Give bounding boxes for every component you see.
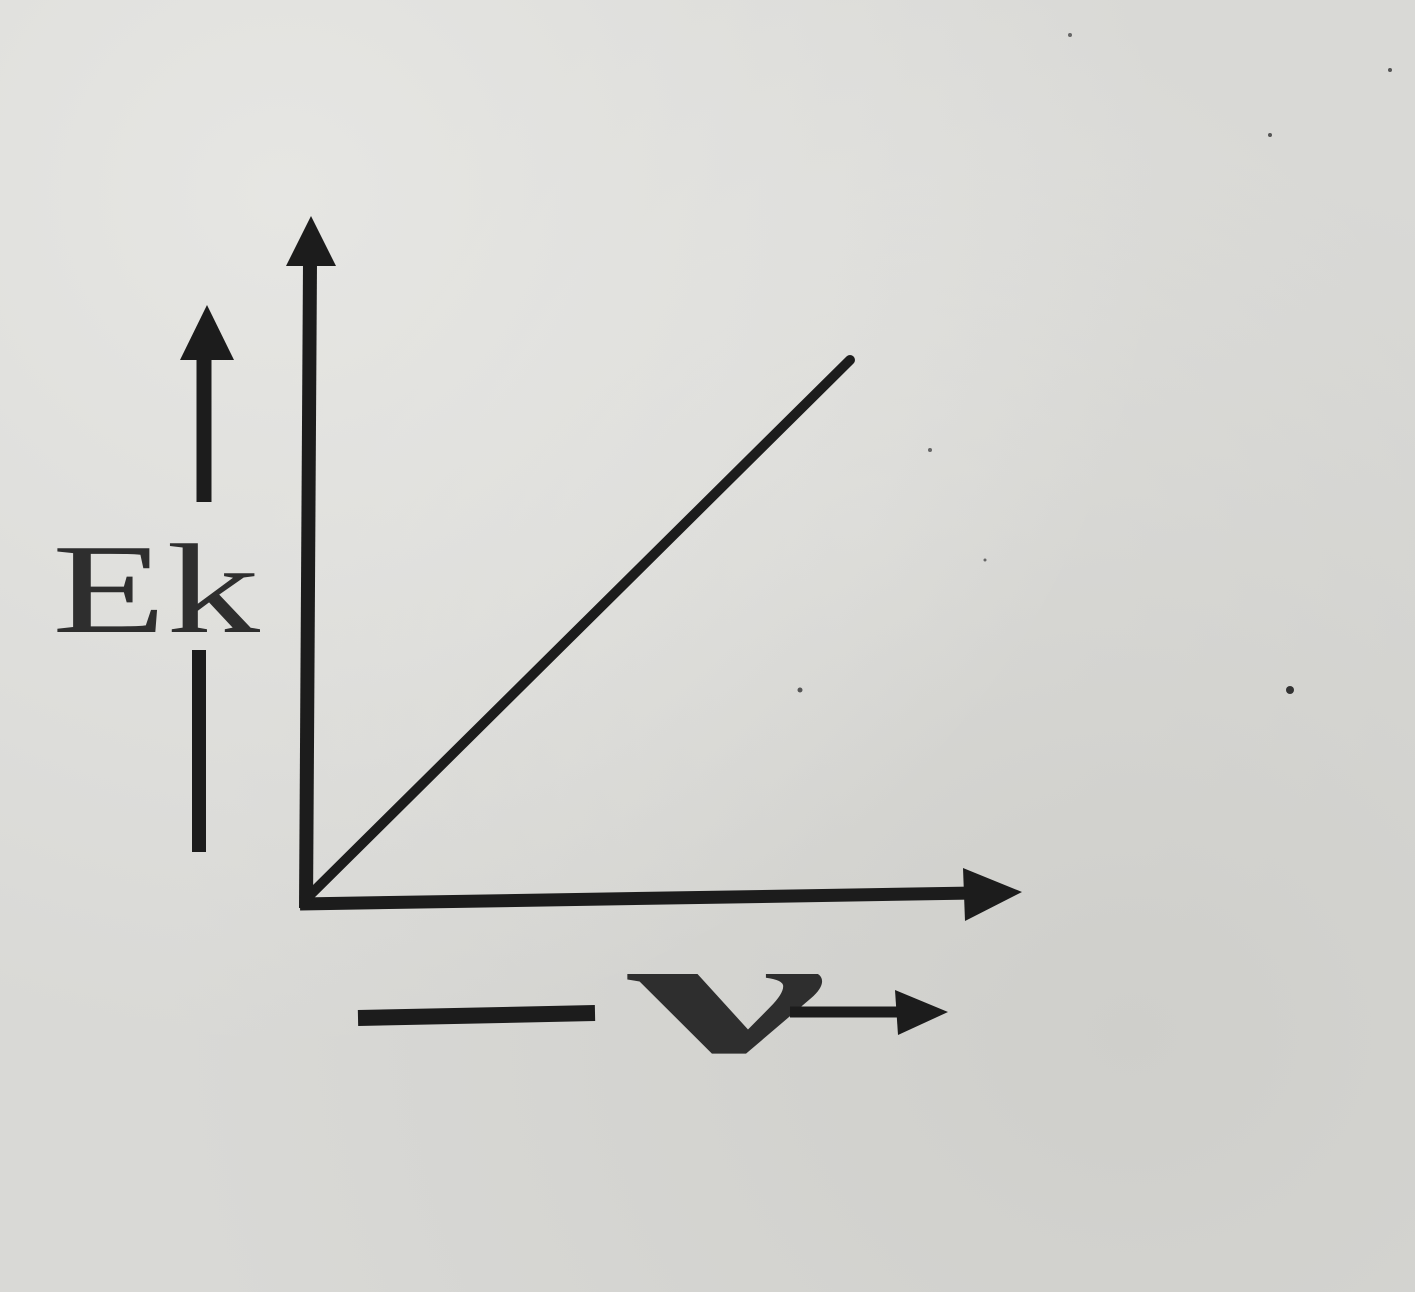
y-label-arrowhead — [180, 305, 234, 360]
x-axis-label: ν — [625, 901, 828, 1089]
x-label-group: ν — [357, 901, 948, 1089]
x-axis — [299, 868, 1022, 921]
y-label-group: Ek — [52, 305, 260, 852]
series-line-1 — [300, 355, 855, 905]
y-axis — [286, 216, 336, 909]
x-axis-arrowhead — [963, 868, 1022, 921]
paper-specks — [797, 33, 1392, 694]
x-label-arrowhead — [895, 990, 948, 1035]
series-layer — [300, 355, 855, 905]
y-axis-label: Ek — [52, 518, 260, 660]
y-axis-arrowhead — [286, 216, 336, 266]
